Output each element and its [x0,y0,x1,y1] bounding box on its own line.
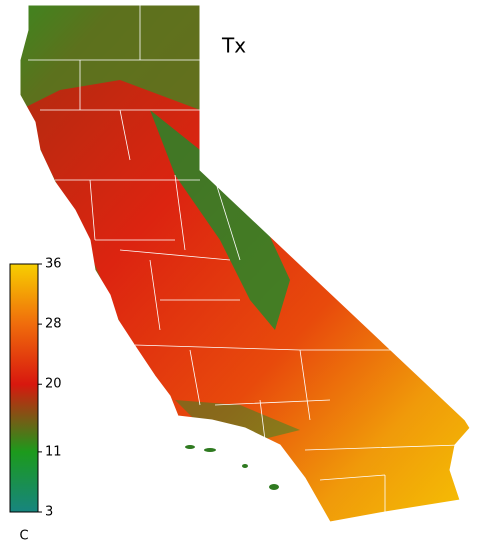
colorbar [9,263,39,513]
colorbar-tick-label: 20 [45,377,62,392]
islands [185,445,279,490]
map-title: Tx [221,34,246,58]
county-lines [28,5,470,512]
colorbar-tick-label: 11 [45,444,62,459]
colorbar-tick-label: 3 [45,505,53,520]
colorbar-tick-label: 36 [45,257,62,272]
colorbar-tick-label: 28 [45,317,62,332]
colorbar-unit: C [19,529,28,544]
